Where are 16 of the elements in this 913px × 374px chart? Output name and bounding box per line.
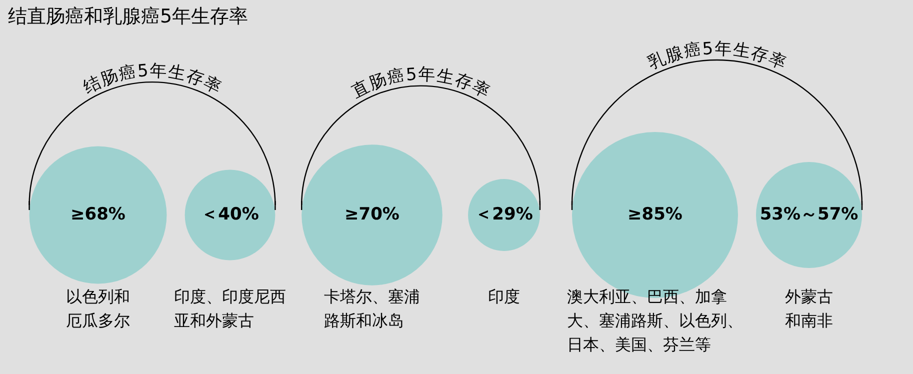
data-label: ≥68% xyxy=(70,204,126,224)
text: 结肠癌5年生存率 xyxy=(80,60,224,98)
text: 乳腺癌5年生存率 xyxy=(645,38,789,74)
category-label: 卡塔尔、塞浦路斯和冰岛 xyxy=(324,287,420,330)
category-label: 印度 xyxy=(488,287,520,306)
data-label: ≥85% xyxy=(628,204,682,224)
category-label: 外蒙古和南非 xyxy=(785,287,833,330)
category-label: 印度、印度尼西亚和外蒙古 xyxy=(174,287,286,330)
text: 直肠癌5年生存率 xyxy=(348,64,493,102)
data-label: ＜29% xyxy=(475,204,533,224)
data-label: 53%～57% xyxy=(760,204,858,224)
text: 结直肠癌和乳腺癌5年生存率 xyxy=(8,5,248,28)
data-label: ＜40% xyxy=(201,204,259,224)
category-label: 以色列和厄瓜多尔 xyxy=(66,287,130,330)
category-label: 澳大利亚、巴西、加拿大、塞浦路斯、以色列、日本、美国、芬兰等 xyxy=(567,287,743,354)
data-label: ≥70% xyxy=(344,204,400,224)
